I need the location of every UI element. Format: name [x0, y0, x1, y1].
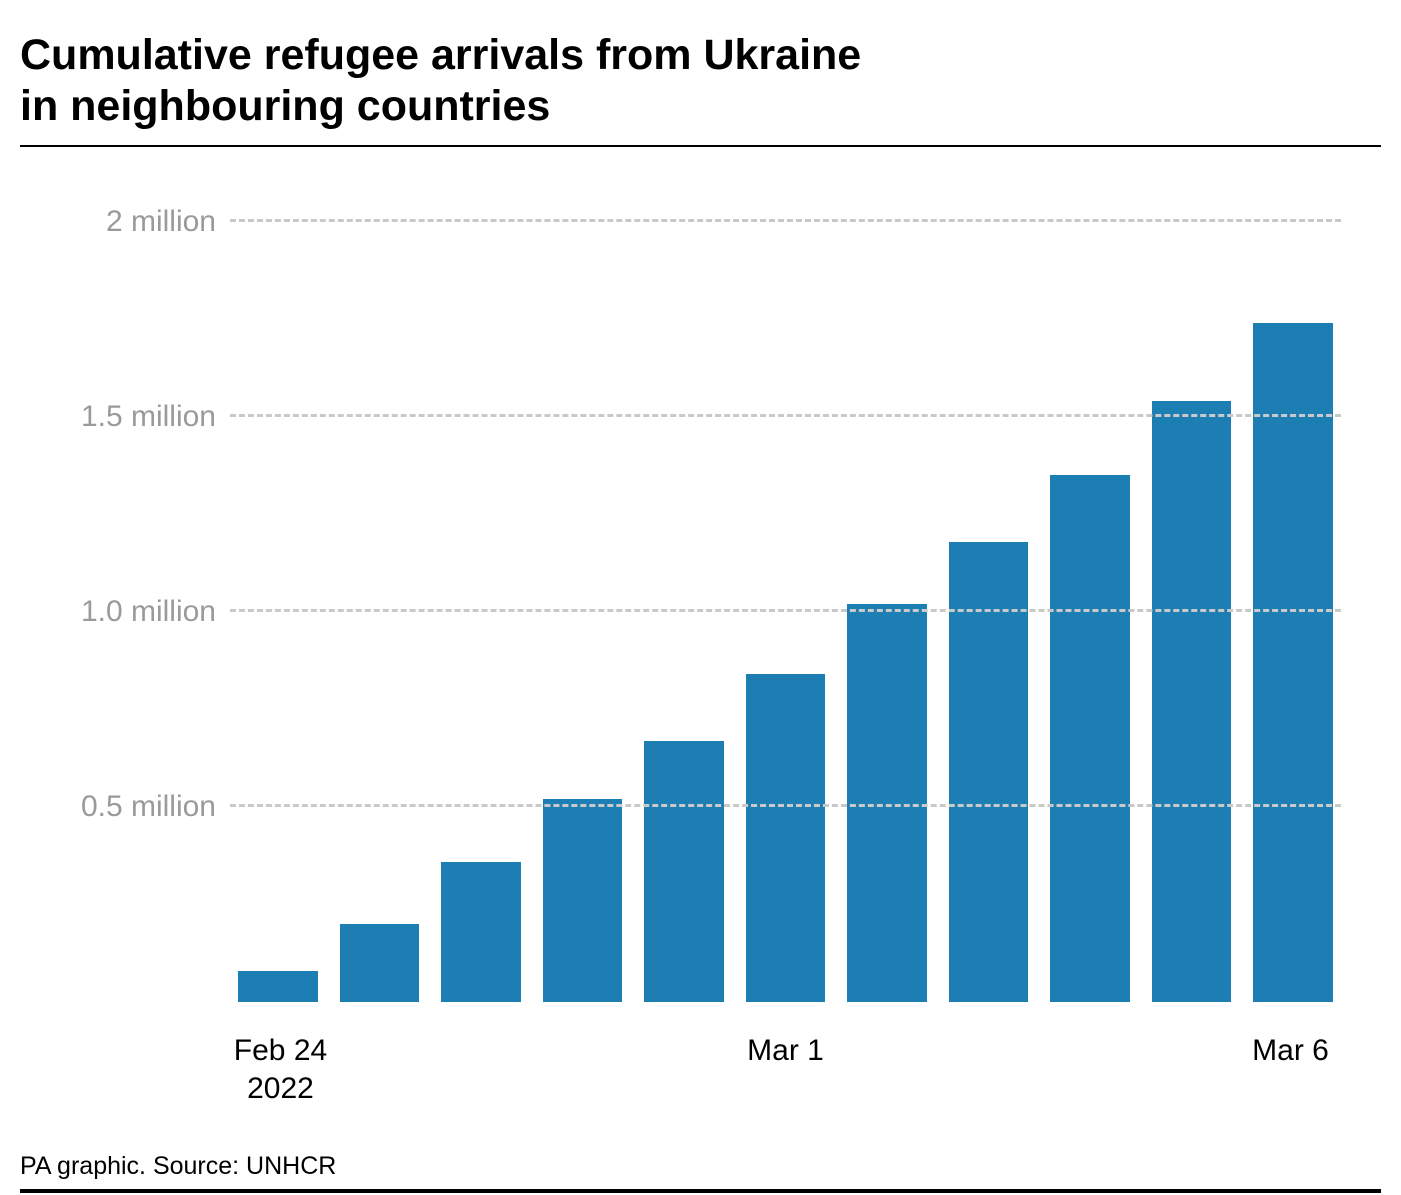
x-axis-label: Feb 242022: [234, 1032, 327, 1107]
chart-title: Cumulative refugee arrivals from Ukraine…: [20, 30, 1381, 147]
bar: [1050, 475, 1130, 1002]
chart-area: 0.5 million 1.0 million 1.5 million 2 milli…: [20, 182, 1381, 1132]
bar: [644, 741, 724, 1003]
gridline: [230, 414, 1341, 417]
bar: [238, 971, 318, 1002]
bar: [543, 799, 623, 1002]
bar: [441, 862, 521, 1003]
plot-region: 0.5 million1.0 million1.5 million2 milli…: [230, 182, 1341, 1002]
y-axis-label: 1.5 million: [81, 400, 216, 434]
x-axis: Feb 242022 Mar 1 Mar 6: [230, 1032, 1341, 1132]
x-axis-label: Mar 1: [747, 1032, 824, 1070]
bar: [1253, 323, 1333, 1002]
y-axis-label: 1.0 million: [81, 595, 216, 629]
x-axis-label: Mar 6: [1252, 1032, 1329, 1070]
chart-footer: PA graphic. Source: UNHCR: [20, 1152, 1381, 1193]
title-line-2: in neighbouring countries: [20, 82, 550, 130]
gridline: [230, 609, 1341, 612]
gridline: [230, 804, 1341, 807]
bar: [340, 924, 420, 1002]
y-axis-label: 0.5 million: [81, 790, 216, 824]
title-line-1: Cumulative refugee arrivals from Ukraine: [20, 31, 861, 79]
y-axis-label: 2 million: [106, 205, 216, 239]
bar: [746, 674, 826, 1002]
bars-container: [230, 182, 1341, 1002]
bar: [1152, 401, 1232, 1002]
gridline: [230, 219, 1341, 222]
